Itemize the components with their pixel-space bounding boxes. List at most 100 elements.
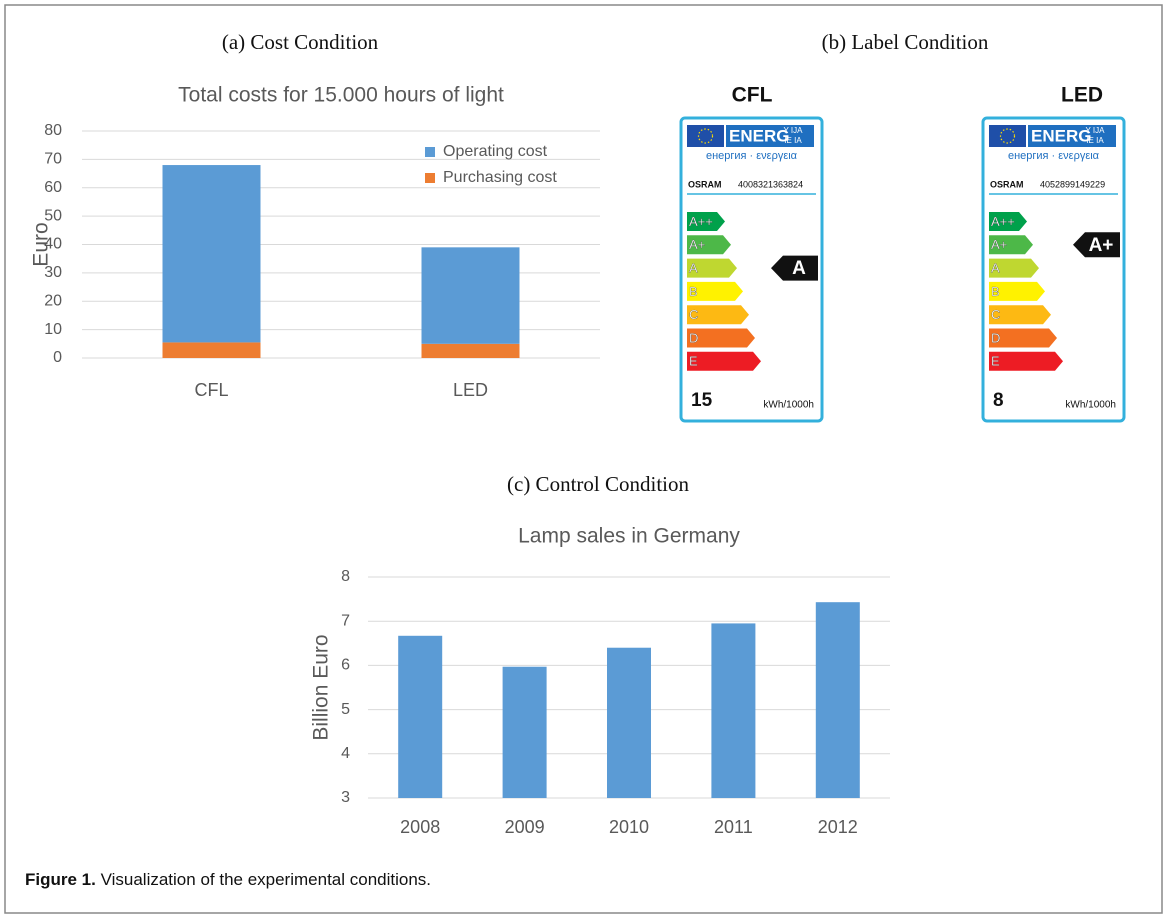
chart-title: Lamp sales in Germany — [518, 525, 740, 548]
consumption: 8 — [993, 390, 1004, 411]
caption: Figure 1. Visualization of the experimen… — [25, 870, 431, 889]
x-tick-label: 2009 — [505, 817, 545, 837]
bar-segment — [421, 247, 520, 344]
class-label: A+ — [689, 237, 705, 252]
x-tick-label: LED — [453, 380, 488, 400]
y-tick-label: 10 — [44, 321, 62, 338]
class-arrow — [989, 305, 1051, 325]
brand: OSRAM — [990, 179, 1024, 189]
class-arrow — [687, 328, 755, 348]
class-arrow — [989, 258, 1039, 278]
y-tick-label: 4 — [341, 745, 350, 762]
class-label: C — [991, 307, 1000, 322]
eu-flag — [989, 125, 1026, 147]
class-label: C — [689, 307, 698, 322]
y-axis-label: Euro — [30, 222, 53, 266]
class-arrow — [989, 328, 1057, 348]
class-arrow — [687, 281, 743, 301]
consumption: 15 — [691, 390, 713, 411]
product-code: 4008321363824 — [738, 179, 803, 189]
class-label: E — [689, 354, 698, 369]
figure-border — [4, 4, 1163, 914]
bar — [398, 635, 443, 798]
legend-label: Purchasing cost — [443, 169, 557, 186]
class-label: A++ — [689, 214, 713, 229]
lamp-title: CFL — [732, 84, 773, 107]
bar — [607, 647, 651, 798]
class-arrow — [989, 212, 1027, 231]
energy-box — [726, 125, 814, 147]
energy-word: ENERG — [1031, 126, 1091, 145]
y-tick-label: 5 — [341, 701, 350, 718]
eu-stars — [697, 128, 714, 144]
class-arrow — [687, 305, 749, 325]
class-label: D — [991, 330, 1000, 345]
x-tick-label: 2008 — [400, 817, 440, 837]
class-label: A — [991, 261, 1000, 276]
caption-text: Visualization of the experimental condit… — [96, 870, 431, 889]
energy-suffix: Y IJA — [784, 126, 804, 135]
class-arrow — [687, 351, 761, 371]
languages: енергия · ενεργεια — [706, 150, 798, 162]
lamp-title: LED — [1061, 84, 1103, 107]
y-tick-label: 8 — [341, 568, 350, 585]
y-tick-label: 7 — [341, 612, 350, 629]
bar-segment — [162, 342, 261, 358]
product-code: 4052899149229 — [1040, 179, 1105, 189]
bar-segment — [162, 165, 261, 343]
y-tick-label: 30 — [44, 264, 62, 281]
class-label: B — [689, 284, 698, 299]
y-tick-label: 60 — [44, 179, 62, 196]
energy-word: ENERG — [729, 126, 789, 145]
bar — [502, 666, 547, 798]
energy-box — [1028, 125, 1116, 147]
class-label: B — [991, 284, 1000, 299]
languages: енергия · ενεργεια — [1008, 150, 1100, 162]
y-axis-label: Billion Euro — [310, 634, 333, 740]
y-tick-label: 50 — [44, 207, 62, 224]
rating-arrow — [771, 255, 818, 281]
class-label: E — [991, 354, 1000, 369]
class-label: A+ — [991, 237, 1007, 252]
rating-arrow — [1073, 232, 1120, 258]
eu-flag — [687, 125, 724, 147]
panel-title: (b) Label Condition — [822, 30, 989, 54]
y-tick-label: 3 — [341, 789, 350, 806]
x-tick-label: 2010 — [609, 817, 649, 837]
bar-segment — [421, 343, 520, 358]
class-arrow — [687, 258, 737, 278]
class-arrow — [687, 235, 731, 255]
consumption-unit: kWh/1000h — [1065, 400, 1116, 411]
x-tick-label: 2011 — [714, 817, 753, 837]
panel-title: (a) Cost Condition — [222, 30, 379, 54]
rating-label: A — [792, 258, 806, 279]
class-arrow — [687, 212, 725, 231]
legend-swatch — [425, 173, 435, 183]
brand: OSRAM — [688, 179, 722, 189]
class-arrow — [989, 351, 1063, 371]
class-arrow — [989, 235, 1033, 255]
chart-title: Total costs for 15.000 hours of light — [178, 84, 504, 107]
legend-swatch — [425, 147, 435, 157]
panel-title: (c) Control Condition — [507, 472, 689, 496]
bar — [815, 602, 860, 798]
y-tick-label: 20 — [44, 292, 62, 309]
y-tick-label: 70 — [44, 151, 62, 168]
energy-suffix: Y IJA — [1086, 126, 1106, 135]
y-tick-label: 0 — [53, 349, 62, 366]
legend-label: Operating cost — [443, 143, 548, 160]
class-label: D — [689, 330, 698, 345]
x-tick-label: CFL — [194, 380, 228, 400]
bar — [711, 623, 756, 798]
caption-label: Figure 1. — [25, 870, 96, 889]
consumption-unit: kWh/1000h — [763, 400, 814, 411]
energy-suffix: IE IA — [784, 136, 802, 145]
class-label: A — [689, 261, 698, 276]
y-tick-label: 80 — [44, 122, 62, 139]
y-tick-label: 6 — [341, 657, 350, 674]
class-arrow — [989, 281, 1045, 301]
y-tick-label: 40 — [44, 236, 62, 253]
eu-stars — [999, 128, 1016, 144]
x-tick-label: 2012 — [818, 817, 858, 837]
